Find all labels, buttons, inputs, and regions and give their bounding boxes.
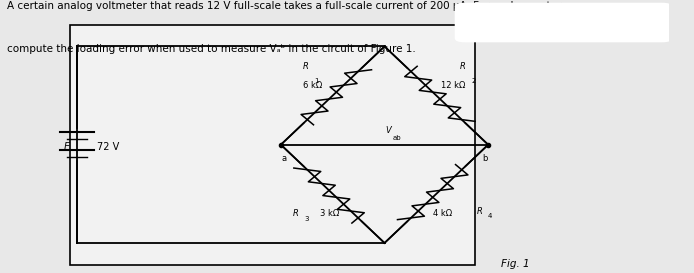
- Text: b: b: [482, 154, 487, 163]
- Text: A certain analog voltmeter that reads 12 V full-scale takes a full-scale current: A certain analog voltmeter that reads 12…: [7, 1, 564, 11]
- Text: R: R: [477, 207, 483, 216]
- Text: R: R: [293, 209, 299, 218]
- Text: 12 kΩ: 12 kΩ: [441, 81, 465, 90]
- Text: R: R: [460, 62, 466, 71]
- Text: 3: 3: [304, 216, 308, 222]
- Text: R: R: [303, 62, 309, 71]
- Text: 72 V: 72 V: [97, 143, 119, 152]
- Text: 3 kΩ: 3 kΩ: [320, 209, 339, 218]
- Text: Fig. 1: Fig. 1: [500, 259, 530, 269]
- Text: 4: 4: [488, 213, 492, 219]
- Text: 1: 1: [314, 78, 319, 84]
- Text: 4 kΩ: 4 kΩ: [434, 209, 452, 218]
- Text: E: E: [64, 143, 70, 152]
- Text: V: V: [385, 126, 391, 135]
- FancyBboxPatch shape: [455, 3, 672, 42]
- Bar: [70, 25, 475, 265]
- Text: a: a: [282, 154, 287, 163]
- Text: 6 kΩ: 6 kΩ: [303, 81, 322, 90]
- Text: 2: 2: [471, 78, 475, 84]
- Text: compute the loading error when used to measure Vₐᵇ in the circuit of Figure 1.: compute the loading error when used to m…: [7, 44, 416, 54]
- Text: ab: ab: [392, 135, 401, 141]
